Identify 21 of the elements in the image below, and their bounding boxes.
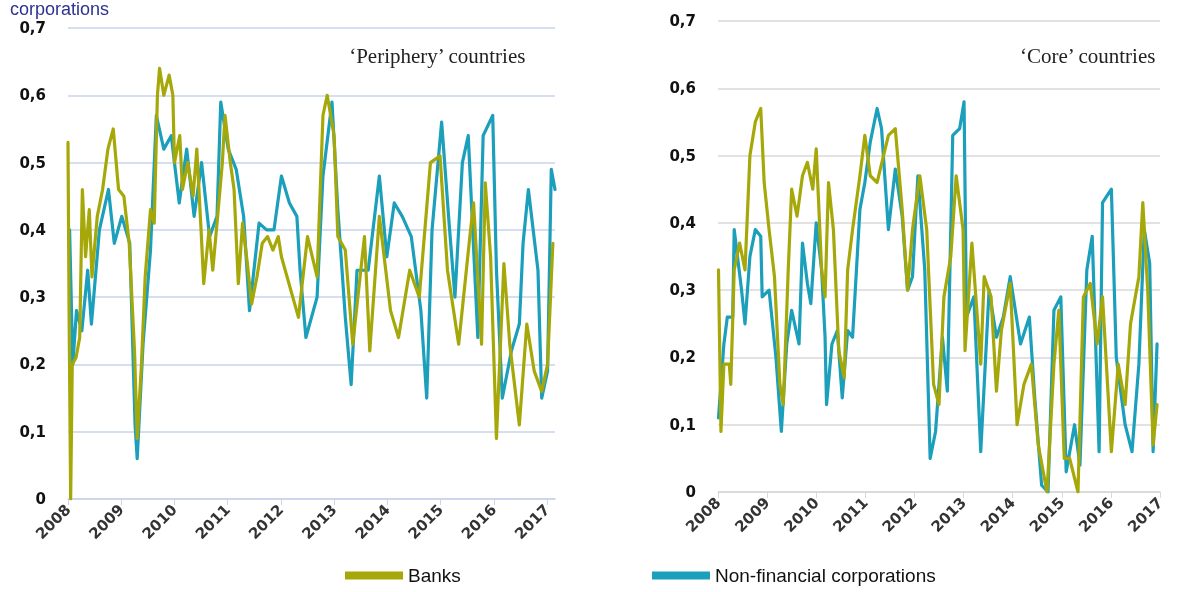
y-tick-label: 0	[685, 483, 696, 501]
y-tick-label: 0,6	[19, 86, 46, 105]
text: corporations	[10, 0, 110, 19]
y-tick-label: 0,2	[669, 348, 696, 367]
y-tick-label: 0,3	[19, 288, 46, 307]
y-tick-label: 0,5	[19, 153, 46, 172]
y-tick-label: 0,4	[19, 220, 46, 239]
y-tick-label: 0,6	[669, 79, 696, 98]
y-tick-label: 0,1	[669, 415, 696, 434]
y-tick-label: 0,1	[19, 422, 46, 441]
y-tick-label: 0,7	[669, 12, 696, 30]
text: ‘Core’ countries	[1019, 43, 1156, 68]
legend-label: Banks	[408, 565, 461, 586]
y-tick-label: 0,4	[669, 213, 696, 232]
y-tick-label: 0	[35, 490, 46, 508]
y-tick-label: 0,3	[669, 281, 696, 300]
y-tick-label: 0,2	[19, 355, 46, 374]
legend-label: Non-financial corporations	[715, 565, 936, 586]
text: ‘Periphery’ countries	[349, 43, 526, 68]
y-tick-label: 0,5	[669, 146, 696, 165]
y-tick-label: 0,7	[19, 19, 46, 37]
